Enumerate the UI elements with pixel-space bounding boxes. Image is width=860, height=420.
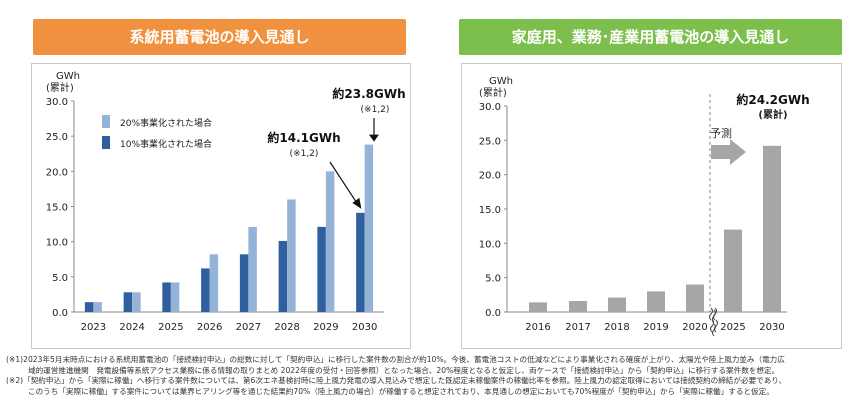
y-axis-unit: GWh <box>56 71 80 82</box>
legend-label-10pct: 10%事業化された場合 <box>120 138 212 150</box>
y-tick-label: 10.0 <box>479 239 501 250</box>
right-chart-title: 家庭用、業務･産業用蓄電池の導入見通し <box>459 19 842 55</box>
axis-break-mark <box>712 323 716 337</box>
y-tick-label: 5.0 <box>485 274 501 285</box>
annotation-14-1: 約14.1GWh <box>267 130 340 145</box>
y-tick-label: 10.0 <box>46 238 68 249</box>
x-tick-label: 2017 <box>565 322 590 333</box>
y-tick-label: 0.0 <box>52 308 68 319</box>
x-tick-label: 2027 <box>236 322 261 333</box>
x-tick-label: 2030 <box>352 322 377 333</box>
axis-break-mark <box>710 319 714 333</box>
y-tick-label: 20.0 <box>479 171 501 182</box>
annotation-23-8: 約23.8GWh <box>332 86 405 101</box>
annotation-24-2: 約24.2GWh <box>736 92 809 107</box>
x-tick-label: 2019 <box>643 322 668 333</box>
bar-10pct <box>278 240 288 312</box>
x-tick-label: 2028 <box>274 322 299 333</box>
forecast-label: 予測 <box>710 126 732 140</box>
bar-20pct <box>209 254 219 312</box>
footnotes: (※1)2023年5月末時点における系統用蓄電池の「接続検討申込」の総数に対して… <box>6 355 856 397</box>
bar <box>724 229 742 312</box>
y-tick-label: 5.0 <box>52 273 68 284</box>
annotation-arrow-head <box>369 134 379 142</box>
annotation-23-8-note: (※1,2) <box>361 105 390 115</box>
y-tick-label: 30.0 <box>479 102 501 113</box>
x-tick-label: 2016 <box>525 322 550 333</box>
x-tick-label: 2025 <box>158 322 183 333</box>
x-tick-label: 2018 <box>604 322 629 333</box>
y-tick-label: 20.0 <box>46 167 68 178</box>
axis-break-mark <box>713 307 717 321</box>
annotation-24-2-note: (累計) <box>758 108 787 121</box>
footnote-line: このうち「実際に稼働」する案件については業界ヒアリング等を通じた結果約70%（陸… <box>28 386 774 396</box>
left-chart-panel: GWh (累計) 0.0 5.0 10.0 15.0 20.0 25.0 30.0 2023 202… <box>31 63 411 349</box>
bar-10pct <box>123 292 133 312</box>
bar <box>569 301 587 312</box>
left-chart-title: 系統用蓄電池の導入見通し <box>33 19 406 55</box>
legend-swatch-10pct <box>102 136 110 149</box>
bar-20pct <box>325 171 335 312</box>
footnote-line: (※1)2023年5月末時点における系統用蓄電池の「接続検討申込」の総数に対して… <box>6 355 785 364</box>
y-tick-label: 15.0 <box>46 203 68 214</box>
footnote-line: (※2)「契約申込」から「実際に稼働」へ移行する案件数については、第6次エネ基検… <box>6 376 787 385</box>
bar-20pct <box>170 282 180 312</box>
y-tick-label: 30.0 <box>46 97 68 108</box>
legend-label-20pct: 20%事業化された場合 <box>120 117 212 129</box>
axis-break-mark <box>709 307 713 321</box>
bar-20pct <box>364 144 374 312</box>
bar-10pct <box>356 212 365 312</box>
bar-10pct <box>84 302 94 312</box>
annotation-arrow-shaft <box>329 161 358 205</box>
legend-swatch-20pct <box>102 115 110 128</box>
bar-10pct <box>162 282 171 312</box>
x-tick-label: 2029 <box>313 322 338 333</box>
y-axis-unit: GWh <box>489 76 513 87</box>
bar <box>647 291 665 312</box>
bar-10pct <box>317 226 326 312</box>
left-chart: GWh(累計) 0.0 5.0 10.0 15.0 20.0 25.0 30.0 2023 202… <box>46 71 406 333</box>
x-tick-label: 2025 <box>720 322 745 333</box>
bar <box>686 284 704 312</box>
footnote-line: 域的運営推進機関 発電設備等系統アクセス業務に係る情報の取りまとめ 2022年度… <box>28 365 780 375</box>
bar-20pct <box>93 302 102 312</box>
bar <box>529 302 547 312</box>
y-tick-label: 15.0 <box>479 205 501 216</box>
bar-10pct <box>201 268 210 312</box>
x-tick-label: 2020 <box>682 322 707 333</box>
x-tick-label: 2030 <box>759 322 784 333</box>
y-axis-unit-sub: (累計) <box>46 81 74 94</box>
bar <box>608 297 626 312</box>
right-chart-panel: GWh (累計) 0.0 5.0 10.0 15.0 20.0 25.0 30.0 2016 201… <box>461 63 842 349</box>
bar-20pct <box>248 226 257 312</box>
forecast-arrow <box>711 139 746 165</box>
axis-break-mark <box>714 319 718 333</box>
x-tick-label: 2024 <box>119 322 144 333</box>
y-tick-label: 25.0 <box>46 132 68 143</box>
y-tick-label: 0.0 <box>485 308 501 319</box>
x-tick-label: 2023 <box>81 322 106 333</box>
bar <box>763 145 781 312</box>
y-tick-label: 25.0 <box>479 136 501 147</box>
x-tick-label: 2026 <box>197 322 222 333</box>
bar-10pct <box>239 254 249 312</box>
annotation-14-1-note: (※1,2) <box>290 149 319 159</box>
y-axis-unit-sub: (累計) <box>479 86 507 99</box>
bar-20pct <box>132 292 141 312</box>
bar-20pct <box>287 199 296 312</box>
annotation-arrow-head <box>352 197 362 209</box>
